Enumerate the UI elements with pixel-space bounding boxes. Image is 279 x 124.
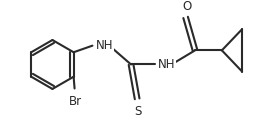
Text: NH: NH (96, 39, 114, 52)
Text: NH: NH (158, 58, 176, 71)
Text: O: O (182, 0, 191, 13)
Text: Br: Br (68, 95, 81, 108)
Text: S: S (134, 105, 141, 118)
